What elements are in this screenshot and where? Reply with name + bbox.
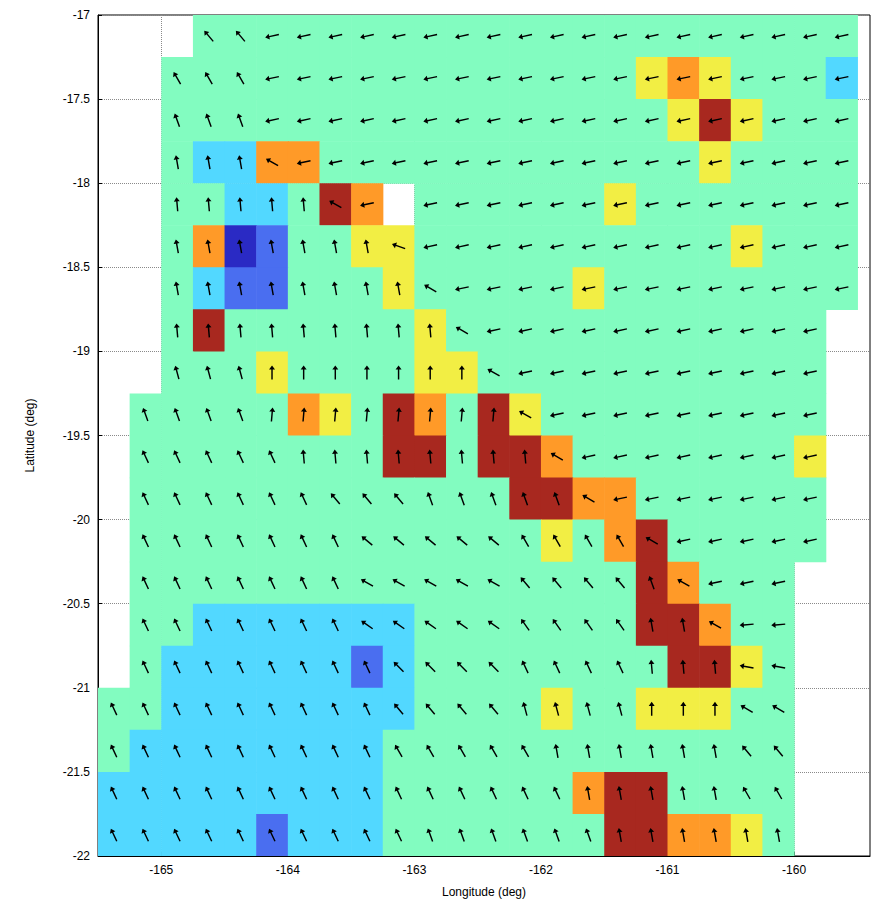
svg-text:-18: -18: [73, 176, 91, 190]
svg-text:-163: -163: [402, 863, 426, 877]
svg-text:-164: -164: [276, 863, 300, 877]
svg-text:-21.5: -21.5: [63, 765, 91, 779]
svg-text:-20.5: -20.5: [63, 597, 91, 611]
svg-text:-20: -20: [73, 513, 91, 527]
svg-text:-161: -161: [655, 863, 679, 877]
svg-text:-17.5: -17.5: [63, 92, 91, 106]
svg-text:Longitude (deg): Longitude (deg): [442, 885, 526, 899]
svg-text:-162: -162: [529, 863, 553, 877]
svg-text:-165: -165: [149, 863, 173, 877]
svg-text:-160: -160: [782, 863, 806, 877]
svg-text:-18.5: -18.5: [63, 260, 91, 274]
svg-text:-22: -22: [73, 849, 91, 863]
svg-text:-19.5: -19.5: [63, 429, 91, 443]
svg-text:Latitude (deg): Latitude (deg): [23, 398, 37, 472]
svg-text:-19: -19: [73, 344, 91, 358]
svg-text:-21: -21: [73, 681, 91, 695]
svg-text:-17: -17: [73, 8, 91, 22]
